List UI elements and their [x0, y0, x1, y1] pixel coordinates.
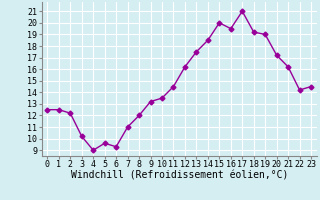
- X-axis label: Windchill (Refroidissement éolien,°C): Windchill (Refroidissement éolien,°C): [70, 171, 288, 181]
